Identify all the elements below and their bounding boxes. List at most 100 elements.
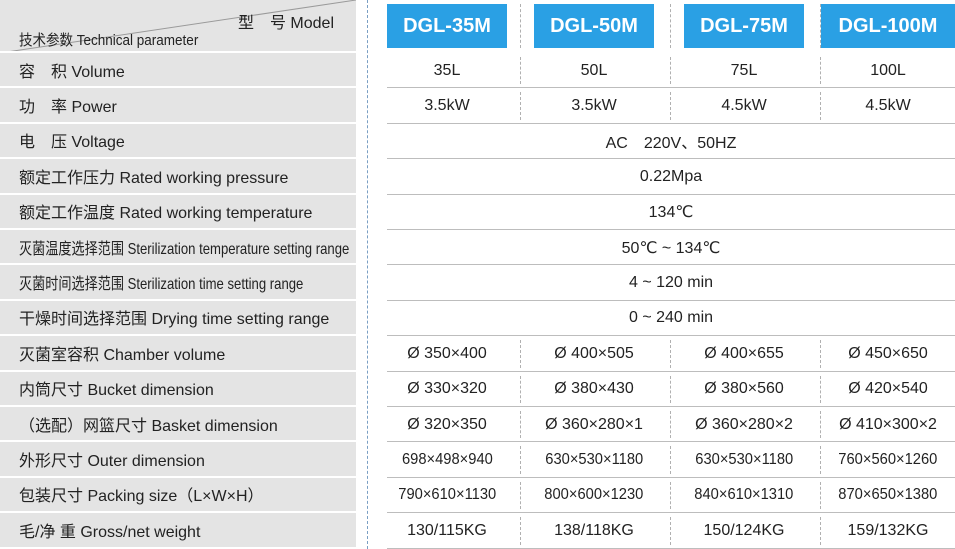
diagonal-divider	[10, 0, 356, 51]
column-divider	[820, 481, 821, 510]
value-cell: Ø 410×300×2	[839, 415, 937, 433]
value-cell: 75L	[730, 61, 758, 79]
parameter-label: 灭菌室容积 Chamber volume	[0, 336, 356, 372]
column-divider	[670, 411, 671, 439]
parameter-label: 容 积 Volume	[0, 53, 356, 89]
column-divider	[520, 411, 521, 439]
value-cell: 159/132KG	[847, 521, 929, 539]
column-divider	[520, 57, 521, 85]
value-cell: 630×530×1180	[545, 451, 643, 469]
value-cell: 150/124KG	[703, 521, 785, 539]
column-divider	[820, 4, 821, 48]
column-divider	[820, 411, 821, 439]
value-cell: 3.5kW	[424, 97, 470, 115]
column-divider	[520, 375, 521, 403]
parameter-label: 外形尺寸 Outer dimension	[0, 442, 356, 478]
parameter-label: 额定工作压力 Rated working pressure	[0, 159, 356, 195]
merged-value-cell: 134℃	[648, 204, 694, 222]
column-divider	[820, 340, 821, 368]
parameter-label: 毛/净 重 Gross/net weight	[0, 513, 356, 549]
column-divider	[670, 92, 671, 120]
value-cell: Ø 450×650	[848, 344, 928, 362]
value-cell: 130/115KG	[407, 521, 487, 539]
parameter-label: 内筒尺寸 Bucket dimension	[0, 371, 356, 407]
value-cell: 760×560×1260	[838, 451, 938, 469]
merged-value-cell: AC 220V、50HZ	[605, 135, 737, 153]
column-divider	[520, 340, 521, 368]
value-cell: 4.5kW	[721, 97, 767, 115]
model-header-3: DGL-75M	[684, 4, 804, 48]
merged-value-cell: 0 ~ 240 min	[628, 309, 714, 327]
column-divider	[670, 4, 671, 48]
column-divider	[670, 517, 671, 545]
model-header-1: DGL-35M	[387, 4, 507, 48]
column-separator	[367, 0, 368, 549]
model-header-2: DGL-50M	[534, 4, 654, 48]
parameter-label: （选配）网篮尺寸 Basket dimension	[0, 407, 356, 443]
column-divider	[520, 517, 521, 545]
parameter-label: 额定工作温度 Rated working temperature	[0, 194, 356, 230]
column-divider	[820, 57, 821, 85]
column-divider	[670, 481, 671, 510]
row-divider	[387, 370, 955, 372]
row-divider	[387, 512, 955, 514]
model-header-label: 型 号 Model	[237, 15, 334, 32]
value-cell: 630×530×1180	[695, 451, 793, 469]
column-divider	[820, 92, 821, 120]
row-divider	[387, 193, 955, 195]
column-divider	[670, 57, 671, 85]
value-cell: 4.5kW	[865, 97, 911, 115]
row-divider	[387, 406, 955, 407]
value-cell: Ø 360×280×2	[695, 415, 793, 433]
row-divider	[387, 547, 955, 549]
merged-value-cell: 50℃ ~ 134℃	[621, 239, 721, 257]
value-cell: 790×610×1130	[398, 486, 496, 504]
column-divider	[670, 446, 671, 474]
value-cell: 840×610×1310	[694, 486, 794, 504]
row-divider	[387, 335, 955, 337]
value-cell: 800×600×1230	[544, 486, 644, 504]
column-divider	[520, 4, 521, 48]
column-divider	[670, 340, 671, 368]
column-divider	[820, 517, 821, 545]
parameter-label: 功 率 Power	[0, 88, 356, 124]
model-header-4: DGL-100M	[821, 4, 955, 48]
parameter-header-label: 技术参数 Technical parameter	[19, 32, 199, 49]
header-corner-cell: 型 号 Model 技术参数 Technical parameter	[0, 0, 356, 53]
row-divider	[387, 229, 955, 230]
parameter-label: 灭菌温度选择范围 Sterilization temperature setti…	[0, 230, 356, 266]
parameter-label: 包装尺寸 Packing size（L×W×H）	[0, 477, 356, 514]
parameter-label: 电 压 Voltage	[0, 123, 356, 160]
value-cell: Ø 400×655	[704, 344, 784, 362]
row-divider	[387, 264, 955, 266]
merged-value-cell: 0.22Mpa	[639, 167, 703, 185]
value-cell: Ø 420×540	[848, 380, 928, 398]
value-cell: Ø 380×430	[554, 380, 634, 398]
value-cell: Ø 360×280×1	[545, 415, 643, 433]
value-cell: Ø 350×400	[407, 344, 487, 362]
row-divider	[387, 476, 955, 478]
row-divider	[387, 441, 955, 443]
column-divider	[520, 446, 521, 474]
value-cell: 50L	[580, 61, 608, 79]
row-divider	[387, 87, 955, 89]
row-divider	[387, 299, 955, 301]
value-cell: 698×498×940	[401, 451, 493, 469]
value-cell: Ø 330×320	[407, 380, 487, 398]
merged-value-cell: 4 ~ 120 min	[628, 274, 714, 292]
column-divider	[520, 92, 521, 120]
row-divider	[387, 122, 955, 124]
parameter-label: 灭菌时间选择范围 Sterilization time setting rang…	[0, 265, 356, 301]
value-cell: 138/118KG	[554, 521, 634, 539]
row-divider	[387, 158, 955, 160]
value-cell: 100L	[870, 61, 906, 79]
column-divider	[520, 481, 521, 510]
column-divider	[670, 375, 671, 403]
value-cell: 35L	[433, 61, 461, 79]
column-divider	[820, 446, 821, 474]
parameter-label: 干燥时间选择范围 Drying time setting range	[0, 300, 356, 337]
value-cell: 870×650×1380	[838, 486, 938, 504]
value-cell: Ø 380×560	[704, 380, 784, 398]
value-cell: Ø 320×350	[407, 415, 487, 433]
column-divider	[820, 375, 821, 403]
